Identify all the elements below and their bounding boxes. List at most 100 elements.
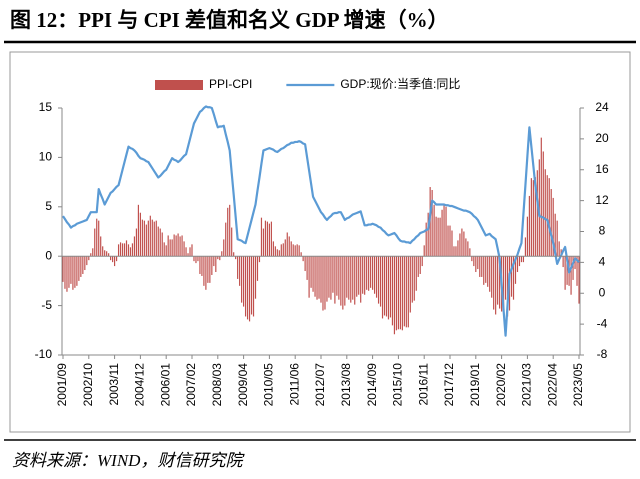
bar bbox=[326, 256, 328, 302]
bar bbox=[294, 245, 296, 257]
bar bbox=[556, 220, 558, 257]
bar bbox=[117, 244, 120, 257]
bar bbox=[266, 221, 269, 257]
bar bbox=[554, 213, 556, 257]
bar bbox=[387, 256, 390, 320]
bar bbox=[233, 252, 235, 257]
bar bbox=[576, 256, 578, 286]
bar bbox=[145, 224, 147, 257]
bar bbox=[207, 256, 209, 283]
bar bbox=[401, 256, 403, 331]
bar bbox=[373, 256, 376, 294]
bar bbox=[334, 256, 336, 304]
bar bbox=[159, 228, 161, 257]
x-tick-label: 2015/10 bbox=[391, 363, 405, 407]
bar bbox=[153, 221, 155, 257]
bar bbox=[167, 235, 169, 257]
bar bbox=[225, 222, 227, 257]
bar bbox=[62, 256, 64, 282]
bar bbox=[479, 256, 481, 277]
bar bbox=[268, 223, 270, 257]
bar bbox=[495, 256, 497, 315]
y-tick-label: 5 bbox=[45, 199, 52, 213]
bar bbox=[485, 256, 487, 283]
legend-label: PPI-CPI bbox=[209, 77, 252, 91]
bar bbox=[389, 256, 392, 318]
bar bbox=[223, 239, 225, 257]
bar bbox=[385, 256, 388, 317]
bar bbox=[129, 247, 132, 257]
x-tick-label: 2014/09 bbox=[365, 363, 379, 407]
bar bbox=[102, 246, 104, 257]
y-tick-label: -5 bbox=[41, 298, 52, 312]
bar bbox=[368, 256, 370, 291]
x-tick-label: 2023/05 bbox=[571, 363, 585, 407]
bar bbox=[564, 256, 566, 290]
bar bbox=[425, 222, 427, 257]
bar bbox=[354, 256, 356, 305]
bar bbox=[421, 256, 423, 267]
bar bbox=[84, 256, 86, 271]
bar bbox=[433, 204, 435, 257]
bar bbox=[417, 256, 419, 277]
bar bbox=[463, 231, 465, 257]
bar bbox=[397, 256, 399, 330]
bar bbox=[356, 256, 358, 297]
bar bbox=[383, 256, 386, 316]
bar bbox=[70, 256, 72, 284]
bar bbox=[195, 256, 197, 264]
bar bbox=[256, 256, 259, 281]
bar bbox=[520, 256, 523, 263]
bar bbox=[562, 256, 564, 268]
bar bbox=[173, 234, 175, 257]
bar bbox=[469, 248, 471, 257]
bar bbox=[241, 256, 243, 303]
bar bbox=[80, 256, 82, 277]
bar bbox=[292, 244, 294, 257]
bar bbox=[405, 256, 407, 328]
y2-tick-label: 4 bbox=[599, 255, 606, 269]
bar bbox=[211, 256, 213, 275]
x-tick-label: 2012/07 bbox=[313, 363, 327, 407]
bar bbox=[227, 207, 229, 257]
bar bbox=[104, 250, 106, 257]
legend-swatch bbox=[155, 80, 203, 90]
bar bbox=[100, 236, 102, 257]
bar bbox=[262, 228, 265, 257]
bar bbox=[143, 220, 145, 257]
bar bbox=[441, 209, 443, 257]
bar bbox=[191, 244, 193, 257]
bar bbox=[346, 256, 348, 298]
bar bbox=[189, 247, 191, 257]
bar bbox=[229, 204, 231, 257]
y2-tick-label: 8 bbox=[599, 224, 606, 238]
source: 资料来源：WIND，财信研究院 bbox=[12, 451, 245, 470]
bar bbox=[231, 227, 233, 257]
bar bbox=[552, 197, 554, 257]
bar bbox=[514, 256, 517, 284]
bar bbox=[322, 256, 324, 311]
bar bbox=[252, 256, 255, 317]
bar bbox=[74, 256, 76, 288]
x-tick-label: 2001/09 bbox=[55, 363, 69, 407]
bar bbox=[528, 195, 530, 257]
bar bbox=[350, 256, 352, 303]
bar bbox=[106, 251, 108, 257]
y2-tick-label: 24 bbox=[595, 100, 609, 114]
bar bbox=[542, 151, 544, 257]
y2-tick-label: -8 bbox=[597, 347, 608, 361]
bar bbox=[276, 249, 278, 257]
bar bbox=[375, 256, 378, 298]
bar bbox=[151, 219, 153, 257]
bar bbox=[578, 256, 580, 304]
bar bbox=[185, 247, 187, 257]
bar bbox=[550, 189, 552, 257]
bar bbox=[125, 240, 128, 257]
bar bbox=[544, 169, 546, 257]
bar bbox=[163, 242, 165, 257]
bar bbox=[302, 256, 304, 262]
bar bbox=[352, 256, 354, 300]
bar bbox=[423, 245, 425, 257]
bar bbox=[532, 180, 534, 257]
